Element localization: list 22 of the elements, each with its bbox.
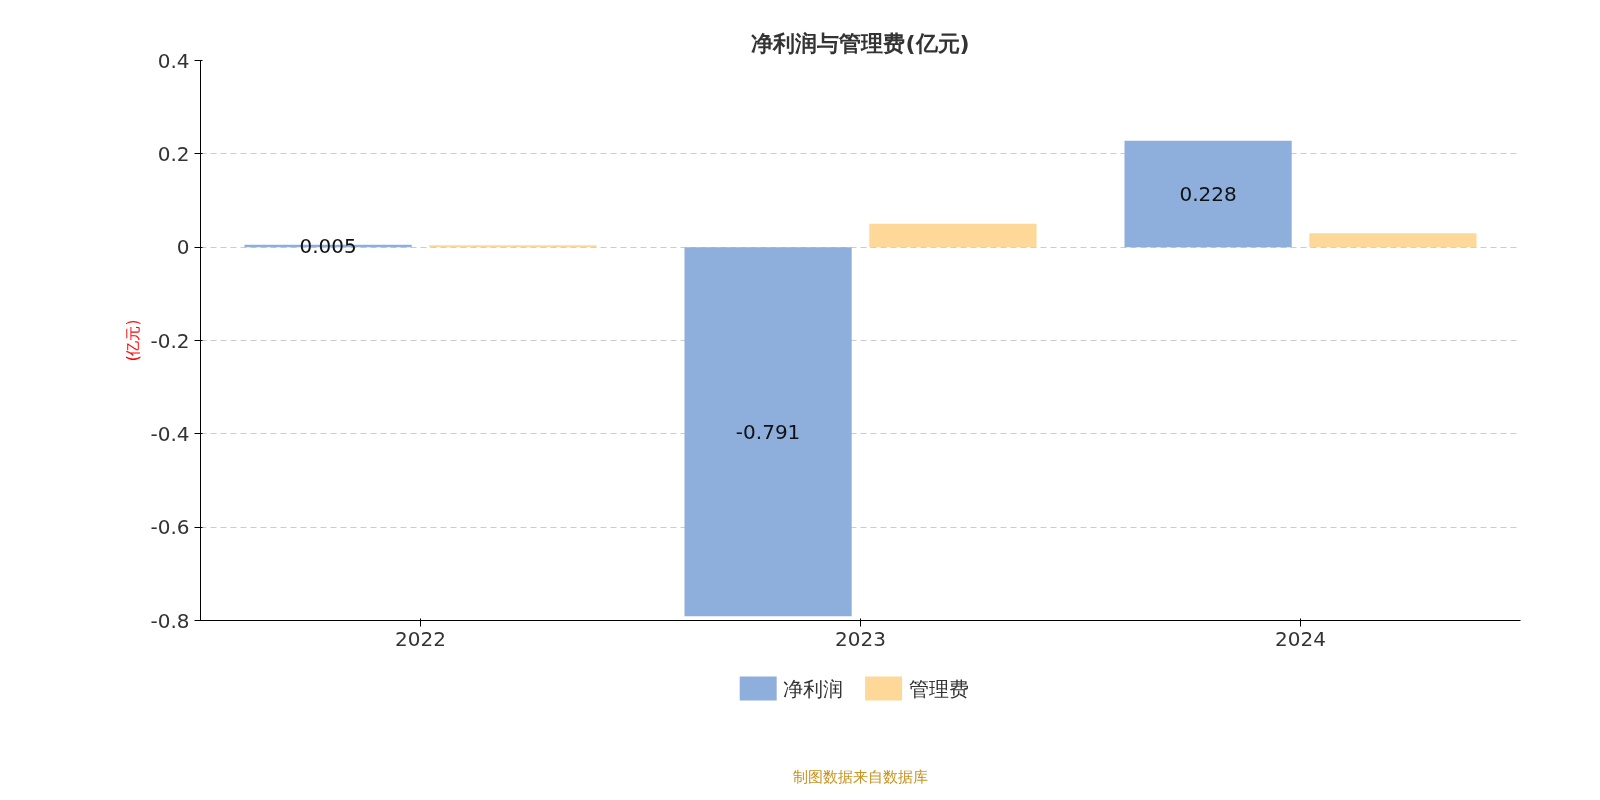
chart-title: 净利润与管理费(亿元) [751, 30, 970, 56]
y-tick-label: -0.2 [150, 328, 190, 353]
y-tick-label: -0.8 [150, 608, 190, 633]
bar [684, 247, 852, 617]
bar [1309, 233, 1477, 248]
y-tick-label: 0.4 [157, 48, 190, 73]
text: 制图数据来自数据库 [793, 767, 928, 786]
x-tick-label: 2024 [1275, 626, 1326, 651]
y-tick-label: -0.4 [150, 421, 190, 446]
y-tick-label: -0.6 [150, 515, 190, 540]
legend-label: 管理费 [908, 676, 969, 701]
data-label: 0.005 [299, 234, 357, 258]
data-label: -0.791 [735, 419, 801, 444]
y-tick-label: 0 [176, 235, 190, 260]
data-label: 0.228 [1179, 181, 1237, 206]
legend-label: 净利润 [783, 676, 844, 701]
y-axis-title: (亿元) [124, 319, 143, 362]
bar [1124, 140, 1292, 248]
y-tick-label: 0.2 [157, 141, 190, 166]
x-tick-label: 2022 [395, 626, 446, 651]
x-tick-label: 2023 [835, 626, 886, 651]
bar [869, 223, 1037, 248]
